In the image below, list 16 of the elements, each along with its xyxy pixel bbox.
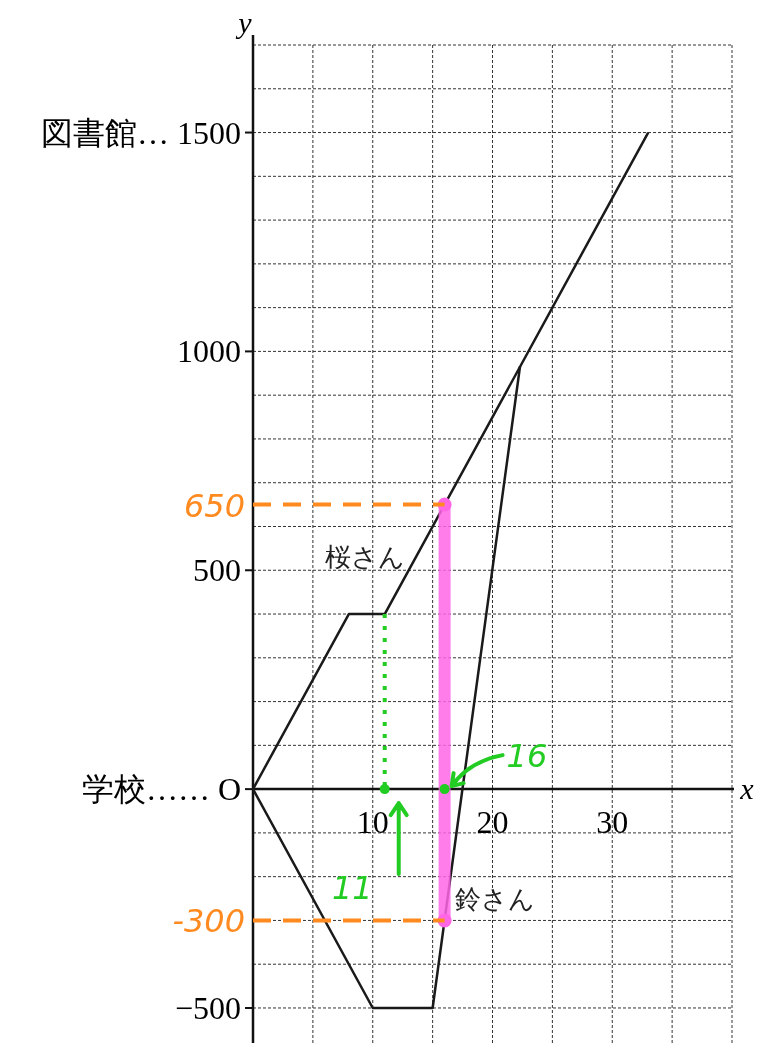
- annotation: 16: [506, 737, 548, 776]
- y-axis-title: y: [235, 6, 253, 39]
- y-tick-label: 500: [193, 552, 241, 589]
- x-tick-label: 20: [476, 804, 509, 841]
- x-axis-title: x: [739, 772, 755, 806]
- x-tick-label: 10: [356, 804, 389, 841]
- annotation: 11: [332, 869, 373, 908]
- y-tick-label: 学校…… O: [81, 771, 241, 808]
- y-tick-label: 図書館… 1500: [41, 114, 241, 151]
- series-label: 桜さん: [324, 542, 405, 573]
- x-tick-label: 30: [596, 804, 629, 841]
- series-label: 鈴さん: [454, 883, 535, 914]
- y-tick-label: 1000: [177, 333, 241, 370]
- y-tick-label: −500: [174, 989, 241, 1026]
- annotation: 650: [183, 486, 245, 525]
- annotation: -300: [172, 902, 245, 941]
